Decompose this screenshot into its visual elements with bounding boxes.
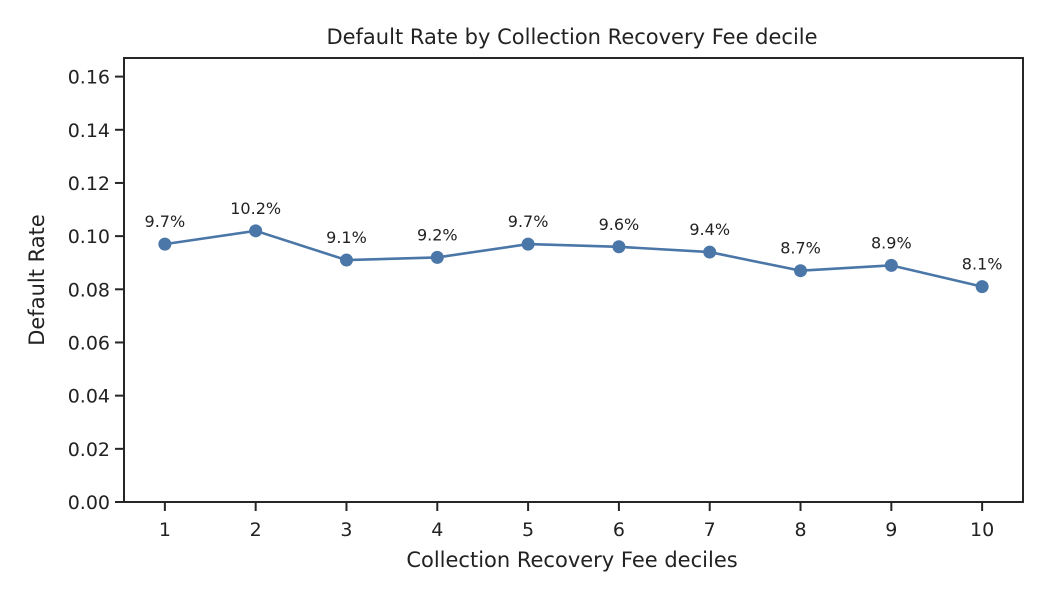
- y-tick-label: 0.10: [68, 226, 110, 248]
- data-point: [975, 280, 989, 294]
- y-tick-label: 0.14: [68, 120, 110, 142]
- data-points: [158, 224, 989, 294]
- x-tick-label: 9: [885, 519, 897, 541]
- x-tick-label: 1: [159, 519, 171, 541]
- data-point: [612, 240, 626, 254]
- x-tick-label: 10: [970, 519, 994, 541]
- x-tick-label: 4: [431, 519, 443, 541]
- x-tick-label: 3: [340, 519, 352, 541]
- x-tick-label: 8: [794, 519, 806, 541]
- data-label: 9.7%: [508, 212, 549, 231]
- y-axis: 0.00 0.02 0.04 0.06 0.08 0.10 0.12 0.14 0.16: [68, 67, 124, 514]
- data-labels: 9.7% 10.2% 9.1% 9.2% 9.7% 9.6% 9.4% 8.7% 8.9% 8.1…: [145, 199, 1003, 274]
- x-tick-label: 5: [522, 519, 534, 541]
- x-tick-label: 6: [613, 519, 625, 541]
- data-label: 8.1%: [962, 255, 1003, 274]
- x-tick-label: 2: [250, 519, 262, 541]
- y-axis-label: Default Rate: [25, 214, 49, 346]
- data-label: 10.2%: [230, 199, 281, 218]
- data-label: 9.1%: [326, 228, 367, 247]
- y-tick-label: 0.06: [68, 332, 110, 354]
- data-label: 9.6%: [599, 215, 640, 234]
- data-point: [884, 258, 898, 272]
- data-label: 8.7%: [780, 239, 821, 258]
- x-axis-label: Collection Recovery Fee deciles: [406, 548, 737, 572]
- data-label: 9.7%: [145, 212, 186, 231]
- data-point: [521, 237, 535, 251]
- y-tick-label: 0.00: [68, 492, 110, 514]
- plot-frame: [123, 57, 1024, 503]
- data-label: 8.9%: [871, 233, 912, 252]
- data-point: [158, 237, 172, 251]
- chart-title: Default Rate by Collection Recovery Fee …: [326, 25, 817, 49]
- data-point: [703, 245, 717, 259]
- data-label: 9.4%: [689, 220, 730, 239]
- x-axis: 1 2 3 4 5 6 7 8 9 10: [159, 502, 994, 541]
- y-tick-label: 0.02: [68, 439, 110, 461]
- y-tick-label: 0.12: [68, 173, 110, 195]
- series-line: [164, 229, 983, 288]
- data-point: [339, 253, 353, 267]
- y-tick-label: 0.16: [68, 67, 110, 89]
- data-label: 9.2%: [417, 225, 458, 244]
- y-tick-label: 0.04: [68, 386, 110, 408]
- data-point: [794, 264, 808, 278]
- y-tick-label: 0.08: [68, 279, 110, 301]
- x-tick-label: 7: [704, 519, 716, 541]
- data-point: [430, 250, 444, 264]
- data-point: [249, 224, 263, 238]
